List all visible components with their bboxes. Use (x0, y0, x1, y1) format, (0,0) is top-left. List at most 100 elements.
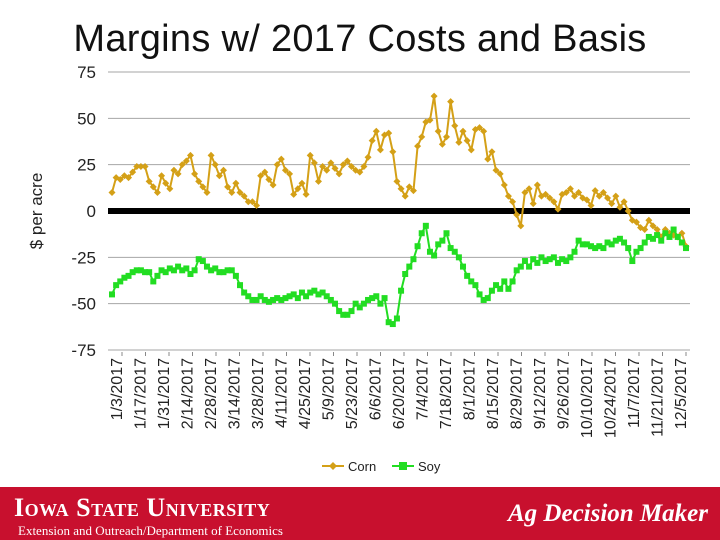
soy-point (501, 278, 508, 285)
x-tick-label: 10/10/2017 (579, 358, 596, 438)
soy-point (179, 267, 186, 274)
soy-point (633, 248, 640, 255)
corn-point (562, 188, 570, 196)
x-tick-label: 5/9/2017 (321, 358, 338, 420)
legend-label: Soy (418, 459, 441, 474)
soy-point (497, 285, 504, 292)
corn-point (430, 92, 438, 100)
corn-point (471, 125, 479, 133)
corn-point (153, 188, 161, 196)
soy-point (406, 263, 413, 270)
soy-point (245, 293, 252, 300)
soy-point (422, 222, 429, 229)
soy-point (203, 263, 210, 270)
corn-point (348, 163, 356, 171)
soy-point (488, 287, 495, 294)
corn-point (162, 179, 170, 187)
corn-point (649, 222, 657, 230)
legend-marker (399, 462, 407, 470)
soy-point (447, 245, 454, 252)
soy-point (649, 235, 656, 242)
corn-point (467, 146, 475, 154)
soy-point (621, 239, 628, 246)
corn-point (566, 185, 574, 193)
soy-point (187, 271, 194, 278)
soy-point (303, 293, 310, 300)
soy-point (567, 254, 574, 261)
soy-point (133, 267, 140, 274)
soy-point (637, 245, 644, 252)
corn-point (529, 200, 537, 208)
x-tick-label: 11/7/2017 (626, 358, 643, 428)
corn-point (116, 175, 124, 183)
corn-point (587, 201, 595, 209)
corn-point (488, 148, 496, 156)
y-tick-label: 50 (77, 109, 96, 128)
corn-point (554, 205, 562, 213)
soy-point (612, 237, 619, 244)
corn-point (186, 151, 194, 159)
soy-point (381, 295, 388, 302)
soy-point (484, 295, 491, 302)
soy-point (509, 278, 516, 285)
soy-point (352, 300, 359, 307)
soy-point (662, 230, 669, 237)
soy-point (550, 254, 557, 261)
corn-point (240, 192, 248, 200)
soy-point (257, 293, 264, 300)
soy-point (369, 295, 376, 302)
corn-point (133, 163, 141, 171)
soy-point (596, 243, 603, 250)
soy-point (199, 258, 206, 265)
soy-point (183, 265, 190, 272)
corn-point (228, 188, 236, 196)
corn-point (504, 192, 512, 200)
ag-decision-maker-logo: Ag Decision Maker (508, 500, 708, 527)
soy-point (191, 267, 198, 274)
corn-point (343, 157, 351, 165)
soy-point (443, 230, 450, 237)
soy-point (241, 289, 248, 296)
x-tick-label: 1/17/2017 (133, 358, 150, 429)
corn-point (253, 201, 261, 209)
corn-point (356, 168, 364, 176)
corn-point (149, 183, 157, 191)
corn-point (331, 164, 339, 172)
soy-point (683, 245, 689, 252)
corn-point (290, 190, 298, 198)
university-wordmark: Iowa State University (14, 493, 271, 522)
soy-point (311, 287, 318, 294)
soy-point (521, 258, 528, 265)
soy-point (534, 259, 541, 266)
corn-point (215, 172, 223, 180)
corn-point (236, 188, 244, 196)
x-tick-label: 10/24/2017 (603, 358, 620, 438)
soy-point (460, 263, 467, 270)
x-tick-label: 2/28/2017 (203, 358, 220, 429)
corn-point (442, 133, 450, 141)
corn-point (137, 163, 145, 171)
soy-point (468, 278, 475, 285)
corn-point (595, 192, 603, 200)
corn-point (517, 222, 525, 230)
soy-point (389, 321, 396, 328)
x-tick-label: 9/12/2017 (532, 358, 549, 429)
soy-point (175, 263, 182, 270)
corn-point (616, 203, 624, 211)
x-tick-label: 3/14/2017 (227, 358, 244, 429)
soy-point (645, 233, 652, 240)
soy-point (365, 296, 372, 303)
corn-point (438, 140, 446, 148)
corn-point (261, 168, 269, 176)
x-tick-label: 6/6/2017 (368, 358, 385, 420)
corn-point (571, 192, 579, 200)
corn-point (145, 177, 153, 185)
soy-point (575, 237, 582, 244)
soy-point (410, 256, 417, 263)
corn-point (368, 137, 376, 145)
soy-point (340, 311, 347, 318)
corn-point (224, 183, 232, 191)
soy-point (678, 239, 685, 246)
soy-point (608, 241, 615, 248)
soy-point (327, 296, 334, 303)
